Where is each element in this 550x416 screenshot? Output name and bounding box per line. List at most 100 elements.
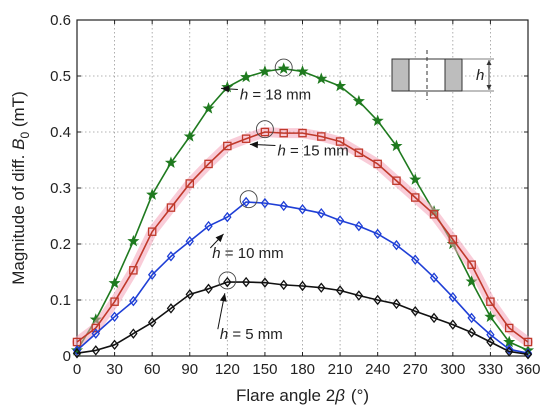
data-point: [108, 276, 121, 289]
data-point: [110, 297, 119, 306]
data-point: [146, 188, 159, 200]
data-point: [523, 337, 533, 347]
data-point: [183, 130, 196, 142]
data-point: [429, 312, 439, 324]
data-point: [335, 137, 345, 146]
data-point: [467, 312, 476, 324]
data-point: [260, 277, 270, 288]
data-point: [505, 344, 514, 355]
x-tick-label: 150: [252, 361, 277, 378]
data-point: [429, 272, 439, 283]
y-tick-label: 0.3: [50, 180, 71, 197]
data-point: [523, 347, 533, 359]
data-point: [486, 297, 495, 306]
annotation-arrow-head: [221, 85, 230, 93]
y-tick-label: 0: [63, 348, 71, 365]
x-tick-label: 90: [181, 361, 198, 378]
data-point: [91, 345, 100, 356]
data-point: [317, 282, 326, 293]
x-tick-label: 180: [290, 361, 315, 378]
x-tick-label: 0: [73, 361, 81, 378]
data-point: [448, 291, 458, 303]
data-point: [467, 327, 476, 338]
data-point: [277, 62, 290, 74]
series-label: h = 18 mm: [240, 87, 311, 104]
data-point: [72, 347, 82, 359]
data-point: [260, 127, 270, 137]
data-point: [147, 269, 157, 281]
y-tick-label: 0.5: [50, 68, 71, 85]
data-point: [91, 328, 100, 339]
x-tick-label: 270: [403, 361, 428, 378]
x-tick-label: 360: [515, 361, 540, 378]
series-label: h = 15 mm: [277, 143, 348, 160]
data-point: [352, 94, 365, 107]
series-3: [72, 276, 533, 360]
data-point: [335, 215, 345, 226]
inset-dimension-arrow: [486, 60, 492, 65]
data-point: [504, 323, 514, 333]
data-point: [241, 134, 251, 143]
data-point: [127, 234, 140, 247]
data-point: [279, 128, 288, 138]
series-label: h = 10 mm: [212, 245, 283, 262]
data-point: [467, 260, 476, 269]
data-point: [317, 132, 326, 141]
y-tick-label: 0.2: [50, 236, 71, 253]
x-tick-label: 60: [144, 361, 161, 378]
ticks: 0 30 60 90 120 150 180 210 240 270 300 330 360 0 0.1 0.…: [50, 12, 540, 378]
series-1: [72, 127, 533, 347]
data-point: [72, 345, 82, 356]
annotations: h = 18 mm h = 15 mm h = 10 mm h = 5 mm: [209, 58, 349, 343]
data-point: [260, 197, 270, 209]
inset-diagram: h: [391, 50, 494, 100]
series-label: h = 5 mm: [220, 326, 283, 343]
data-point: [240, 70, 253, 83]
x-axis-title: Flare angle 2β (°): [236, 386, 369, 405]
inset-label: h: [476, 67, 484, 84]
peak-circle: [239, 190, 258, 209]
data-point: [129, 295, 138, 307]
peak-circle: [274, 58, 293, 77]
series-line: [76, 131, 529, 343]
data-point: [279, 279, 288, 291]
data-point: [204, 283, 213, 295]
x-tick-label: 330: [478, 361, 503, 378]
data-point: [258, 65, 271, 77]
data-point: [202, 102, 215, 114]
series-line: [76, 281, 529, 356]
data-point: [505, 346, 514, 357]
data-point: [410, 193, 420, 202]
data-point: [110, 311, 119, 323]
data-point: [371, 114, 384, 126]
data-point: [298, 204, 307, 215]
data-point: [411, 305, 420, 317]
data-point: [223, 276, 232, 288]
inset-right-block: [444, 58, 463, 92]
data-point: [335, 285, 345, 296]
data-point: [185, 289, 194, 300]
peak-circle: [255, 120, 274, 139]
data-point: [204, 220, 213, 232]
data-point: [185, 235, 194, 247]
data-point: [147, 317, 157, 328]
data-point: [392, 176, 401, 185]
data-point: [315, 72, 328, 84]
annotation-arrow-head: [249, 141, 259, 149]
inset-left-block: [391, 58, 410, 92]
data-point: [164, 156, 178, 168]
data-point: [279, 200, 288, 212]
data-point: [298, 280, 307, 292]
data-point: [373, 159, 382, 169]
data-point: [411, 254, 420, 265]
y-axis-title: Magnitude of diff. B0 (mT): [9, 91, 32, 284]
annotation-arrow-head: [219, 293, 227, 302]
peak-circle: [218, 271, 237, 290]
data-point: [241, 196, 251, 208]
data-point: [373, 228, 382, 240]
data-point: [354, 220, 364, 232]
data-point: [523, 349, 533, 360]
data-point: [448, 235, 458, 244]
